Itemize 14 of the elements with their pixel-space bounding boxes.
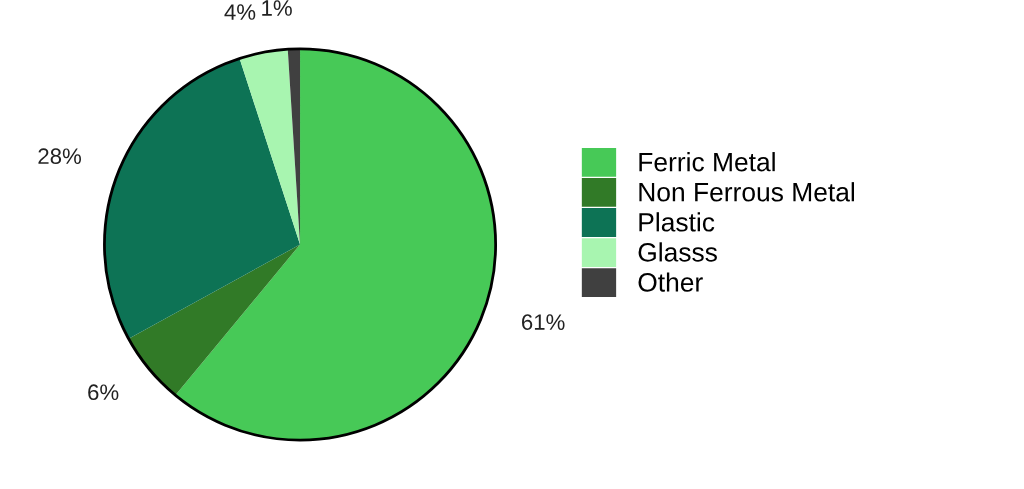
legend-label: Plastic xyxy=(639,212,715,232)
pie-slice xyxy=(104,58,301,339)
pie-slice xyxy=(175,48,496,441)
legend-label: Ferric Metal xyxy=(639,152,775,172)
pie-slice xyxy=(128,244,301,396)
legend-label: Other xyxy=(638,272,703,292)
data-label: 28% xyxy=(38,148,82,165)
data-label: 61% xyxy=(522,314,565,330)
pie-slice xyxy=(239,49,301,245)
legend-label: Non Ferrous Metal xyxy=(639,182,854,202)
legend-label: Glasss xyxy=(638,242,717,262)
data-label: 6% xyxy=(88,384,119,401)
data-label: 1% xyxy=(262,0,292,16)
data-label: 4% xyxy=(224,4,256,20)
